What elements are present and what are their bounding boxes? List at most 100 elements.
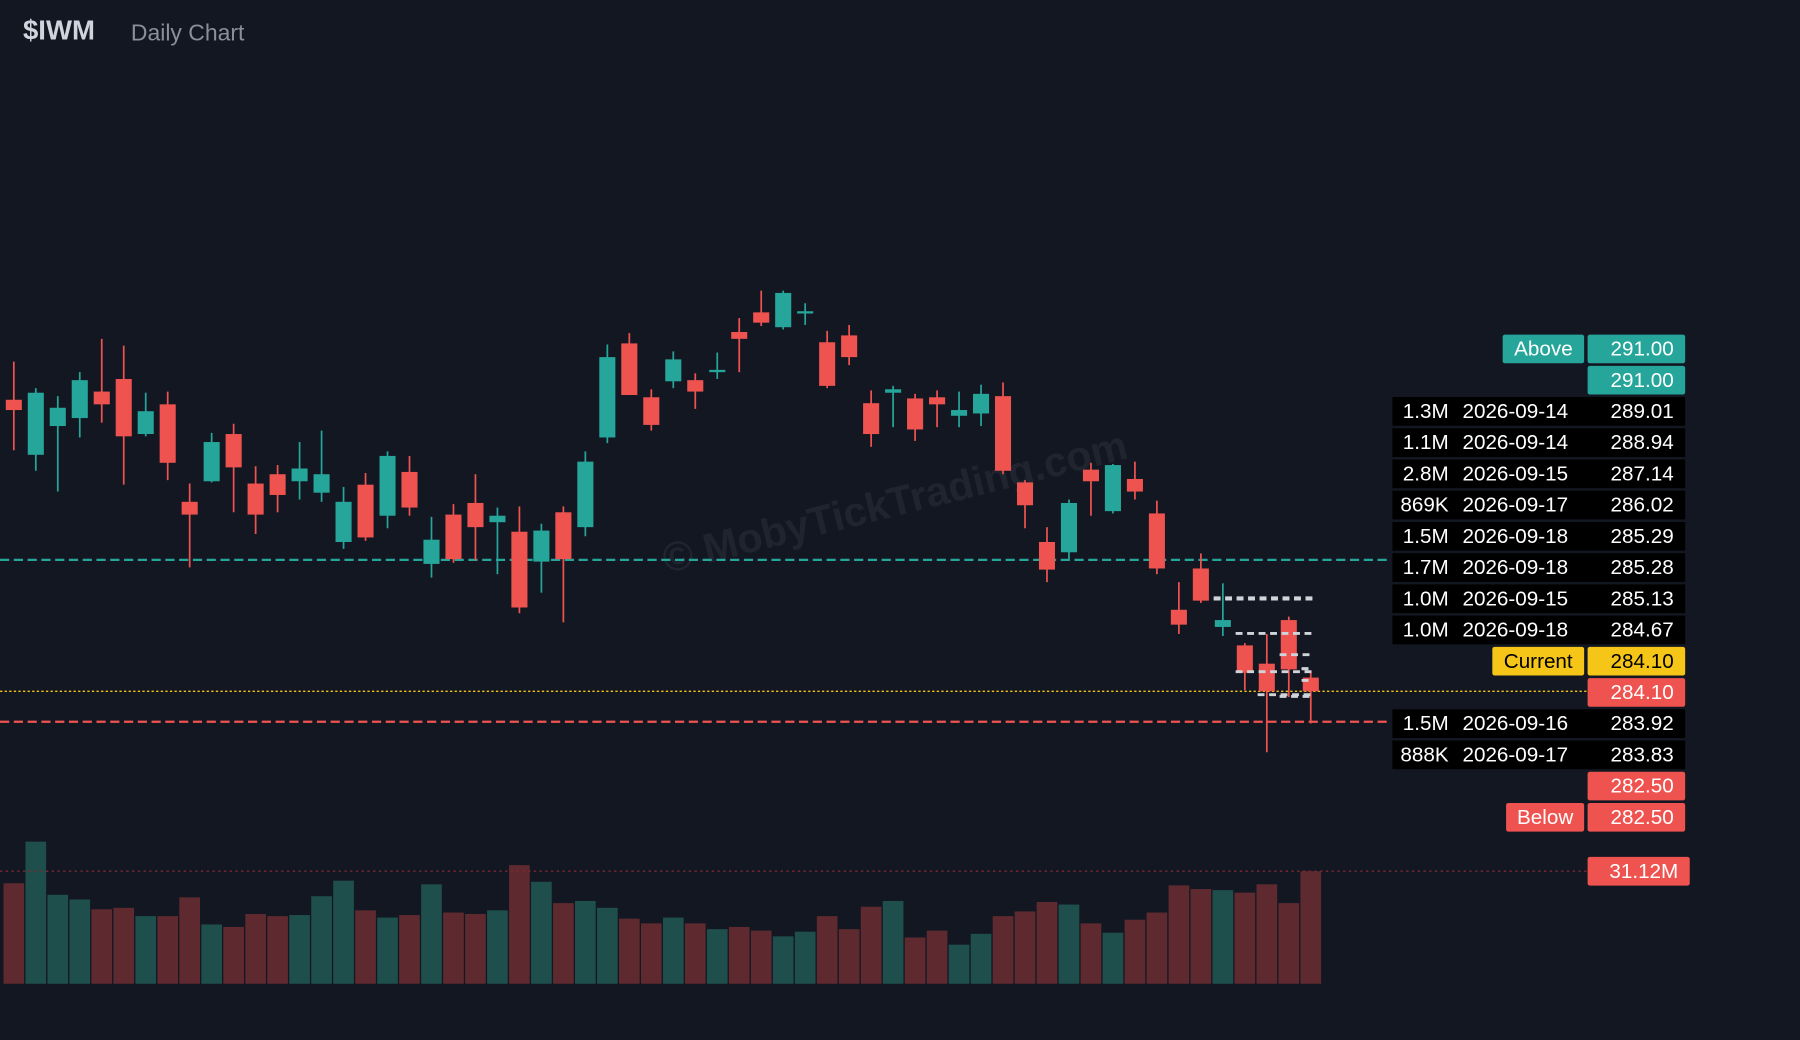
order-price: 285.28 — [1610, 556, 1673, 579]
volume-bar — [794, 931, 816, 984]
order-tag — [1392, 709, 1686, 738]
price-tag-label: 31.12M — [1609, 860, 1678, 883]
order-price: 283.92 — [1610, 712, 1673, 735]
volume-bar — [223, 926, 244, 984]
order-size: 869K — [1400, 494, 1448, 517]
candle-body — [291, 468, 308, 482]
candle-body — [445, 514, 462, 560]
price-tag — [1587, 856, 1690, 886]
candle-body — [401, 471, 418, 508]
candle-body — [27, 392, 44, 455]
candle-body — [1016, 482, 1034, 506]
volume-bar — [706, 929, 728, 984]
candle-body — [1082, 469, 1099, 482]
candle-body — [929, 397, 946, 405]
volume-bar — [531, 881, 552, 984]
volume-bar — [553, 903, 574, 984]
order-price: 283.83 — [1610, 743, 1673, 766]
volume-bar — [575, 900, 596, 984]
order-price: 285.29 — [1610, 525, 1673, 548]
candle-body — [269, 474, 286, 495]
candle-body — [951, 410, 968, 416]
candle-body — [687, 380, 704, 392]
volume-bar — [882, 900, 904, 984]
order-tag — [1392, 459, 1686, 489]
volume-bar — [1256, 884, 1278, 984]
candle-body — [665, 359, 682, 382]
candle-body — [1192, 568, 1209, 601]
volume-bar — [1190, 889, 1212, 984]
level-tag — [1492, 646, 1585, 676]
volume-bar — [1234, 892, 1256, 984]
plot — [0, 290, 1588, 984]
order-tag — [1392, 428, 1686, 457]
volume-bar — [135, 916, 157, 984]
volume-bar — [772, 936, 794, 984]
price-tag-label: 282.50 — [1610, 806, 1673, 829]
candle-body — [1214, 620, 1231, 627]
level-tag — [1506, 802, 1585, 832]
candle-body — [1236, 645, 1253, 673]
candle-body — [1280, 620, 1297, 670]
volume-bar — [47, 894, 69, 984]
order-date: 2026-09-14 — [1462, 400, 1568, 423]
volume-bar — [970, 933, 992, 984]
candle-body — [819, 342, 836, 386]
candle-body — [753, 312, 770, 323]
volume-bar — [1146, 912, 1168, 984]
volume-bar — [1278, 903, 1300, 984]
candle-body — [533, 530, 550, 562]
subtitle: Daily Chart — [131, 19, 245, 45]
candle-body — [731, 331, 748, 339]
order-tag — [1392, 521, 1686, 551]
volume-bar — [926, 930, 948, 984]
order-size: 1.5M — [1403, 712, 1449, 735]
candle-body — [93, 391, 110, 405]
order-tag — [1392, 615, 1686, 645]
volume-bar — [1014, 911, 1036, 984]
volume-bar — [443, 912, 464, 984]
order-date: 2026-09-17 — [1462, 743, 1568, 766]
volume-bar — [662, 917, 684, 984]
order-tag — [1392, 397, 1686, 426]
volume-bar — [465, 913, 486, 984]
volume-bar — [1124, 919, 1146, 984]
candle-body — [994, 396, 1012, 471]
volume-bar — [750, 930, 772, 984]
volume-bar — [1058, 904, 1080, 984]
order-size: 1.0M — [1403, 587, 1449, 610]
candle-body — [71, 380, 88, 419]
candle-body — [49, 407, 66, 427]
volume-bar — [1080, 923, 1102, 984]
volume-bar — [377, 917, 398, 984]
level-tag — [1502, 334, 1585, 364]
volume-bar — [69, 899, 91, 984]
order-tag — [1392, 490, 1686, 520]
candle-body — [599, 357, 616, 438]
order-date: 2026-09-18 — [1462, 619, 1568, 642]
price-tag — [1587, 678, 1686, 707]
candle-body — [863, 403, 880, 435]
order-date: 2026-09-15 — [1462, 587, 1568, 610]
candle-body — [467, 502, 484, 528]
volume-bar — [245, 913, 266, 984]
order-date: 2026-09-15 — [1462, 462, 1568, 485]
price-tag-label: 284.10 — [1610, 650, 1673, 673]
volume-bar — [618, 918, 640, 984]
volume-bar — [267, 916, 288, 984]
candle-body — [1258, 663, 1275, 692]
volume-bar — [948, 944, 970, 984]
volume-bar — [333, 880, 354, 984]
volume-bar — [25, 841, 47, 984]
order-date: 2026-09-18 — [1462, 525, 1568, 548]
price-tag — [1587, 771, 1686, 801]
candle-body — [137, 411, 154, 435]
volume-bar — [157, 916, 179, 984]
candle-body — [797, 311, 814, 314]
candle-body — [1148, 513, 1165, 569]
volume-bar — [91, 909, 113, 984]
volume-bar — [289, 915, 310, 984]
candle-body — [1104, 465, 1121, 512]
volume-bar — [904, 937, 926, 984]
candle-body — [335, 501, 352, 543]
